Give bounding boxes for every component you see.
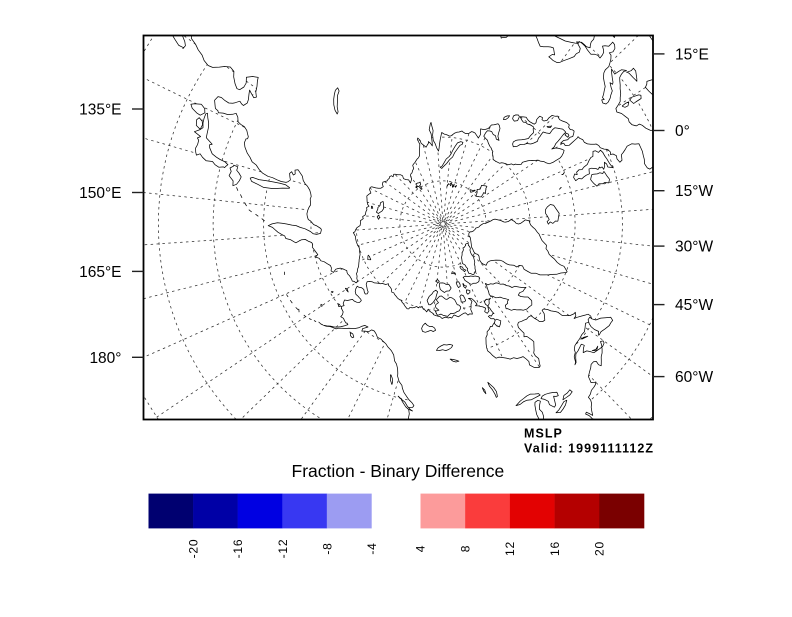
- svg-text:150°E: 150°E: [79, 185, 121, 202]
- svg-text:-8: -8: [321, 542, 335, 554]
- svg-text:20: 20: [593, 541, 607, 556]
- svg-text:15°E: 15°E: [675, 46, 709, 63]
- svg-text:Valid: 1999111112Z: Valid: 1999111112Z: [524, 441, 654, 455]
- svg-text:16: 16: [548, 541, 562, 556]
- svg-text:8: 8: [458, 545, 472, 552]
- svg-text:45°W: 45°W: [675, 297, 713, 314]
- svg-text:-16: -16: [231, 539, 245, 559]
- svg-text:-12: -12: [276, 539, 290, 559]
- svg-text:-20: -20: [186, 539, 200, 559]
- svg-text:60°W: 60°W: [675, 369, 713, 386]
- svg-text:MSLP: MSLP: [524, 427, 563, 441]
- svg-text:Fraction - Binary Difference: Fraction - Binary Difference: [292, 461, 505, 481]
- svg-text:165°E: 165°E: [79, 264, 121, 281]
- svg-text:135°E: 135°E: [79, 102, 121, 119]
- svg-text:4: 4: [414, 545, 428, 552]
- svg-text:0°: 0°: [675, 123, 690, 140]
- svg-text:-4: -4: [365, 542, 379, 554]
- svg-text:12: 12: [503, 541, 517, 556]
- svg-text:15°W: 15°W: [675, 183, 713, 200]
- svg-text:180°: 180°: [89, 350, 121, 367]
- svg-text:30°W: 30°W: [675, 239, 713, 256]
